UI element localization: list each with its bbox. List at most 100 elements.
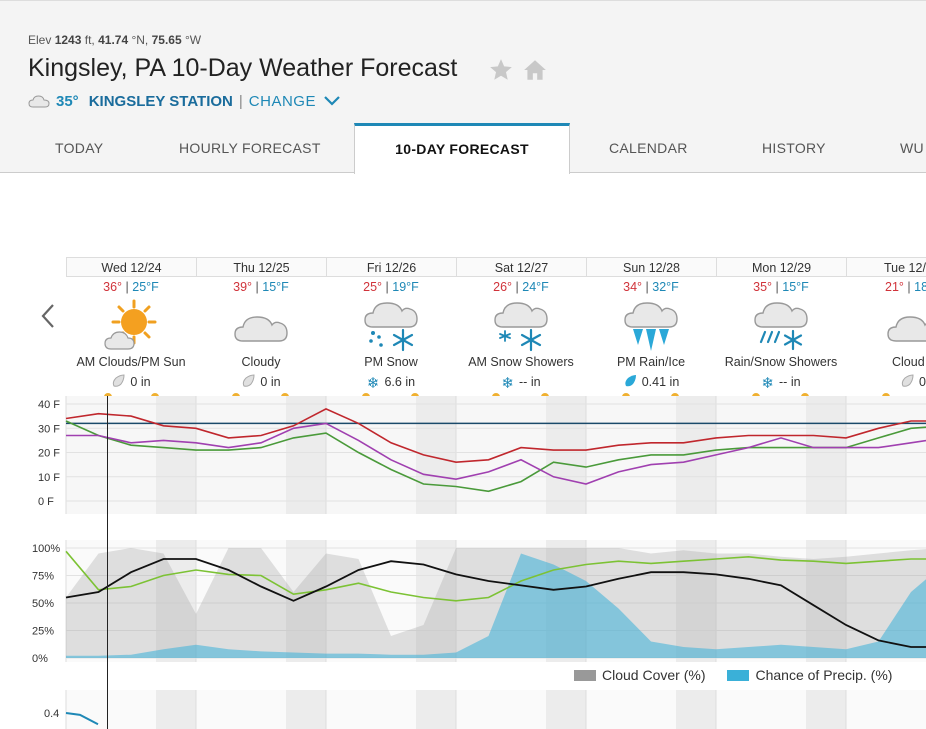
low-temp: 18 bbox=[914, 280, 926, 294]
tab-hourly-forecast[interactable]: HOURLY FORECAST bbox=[179, 140, 321, 156]
temperature-chart[interactable]: 40 F 30 F 20 F 10 F 0 F bbox=[0, 396, 926, 516]
y-tick-label: 75% bbox=[32, 571, 54, 583]
star-icon[interactable] bbox=[488, 57, 514, 83]
sunset-marker bbox=[411, 393, 419, 397]
station-bar: 35° KINGSLEY STATION | CHANGE bbox=[28, 91, 342, 111]
low-temp: 24°F bbox=[522, 280, 549, 294]
sunset-marker bbox=[671, 393, 679, 397]
day-column[interactable]: Tue 12/ 21° | 18 Cloud 0 bbox=[846, 257, 926, 397]
night-band bbox=[676, 690, 716, 729]
day-precip: ❄ -- in bbox=[456, 374, 586, 392]
low-temp: 25°F bbox=[132, 280, 159, 294]
change-station-link[interactable]: CHANGE bbox=[248, 92, 316, 110]
snowflake-icon: ❄ bbox=[501, 374, 515, 392]
precip-chance-swatch bbox=[727, 669, 750, 681]
location-header: Elev 1243 ft, 41.74 °N, 75.65 °W Kingsle… bbox=[0, 0, 926, 174]
tab-calendar[interactable]: CALENDAR bbox=[609, 140, 688, 156]
chevron-down-icon[interactable] bbox=[322, 94, 342, 108]
rain-snow-icon bbox=[754, 302, 808, 351]
chevron-left-icon[interactable] bbox=[38, 302, 58, 330]
high-temp: 25° bbox=[363, 280, 383, 294]
day-condition: Rain/Snow Showers bbox=[724, 355, 838, 369]
tab-today[interactable]: TODAY bbox=[55, 140, 104, 156]
day-temps: 26° | 24°F bbox=[493, 280, 549, 294]
sunrise-marker bbox=[492, 393, 500, 397]
day-date: Mon 12/29 bbox=[716, 257, 846, 277]
current-temp: 35° bbox=[56, 92, 79, 110]
dew-point-line bbox=[65, 420, 926, 493]
day-precip: 0.41 in bbox=[586, 374, 716, 389]
tab-10-day-forecast[interactable]: 10-DAY FORECAST bbox=[354, 123, 570, 174]
drop-icon bbox=[243, 374, 255, 387]
precip-amount: 6.6 in bbox=[384, 375, 416, 389]
tab-wu[interactable]: WU bbox=[900, 140, 924, 156]
night-band bbox=[286, 396, 326, 514]
precip-amount: 0.41 in bbox=[641, 375, 680, 389]
high-temp: 39° bbox=[233, 280, 253, 294]
elev-label: Elev bbox=[28, 33, 52, 47]
sunrise-marker bbox=[232, 393, 240, 397]
precip-chance-legend-label: Chance of Precip. (%) bbox=[755, 667, 893, 683]
time-cursor-line[interactable] bbox=[107, 396, 108, 729]
day-condition: AM Snow Showers bbox=[468, 355, 574, 369]
separator: | bbox=[238, 92, 243, 110]
y-tick-label: 0% bbox=[32, 653, 48, 665]
sunrise-marker bbox=[882, 393, 890, 397]
pressure-line bbox=[65, 558, 926, 648]
day-date: Fri 12/26 bbox=[326, 257, 456, 277]
station-name[interactable]: KINGSLEY STATION bbox=[88, 92, 233, 110]
day-temps: 39° | 15°F bbox=[233, 280, 289, 294]
day-temps: 36° | 25°F bbox=[103, 280, 159, 294]
night-band bbox=[156, 396, 196, 514]
snow-icon bbox=[494, 302, 548, 352]
day-precip: ❄ 6.6 in bbox=[326, 374, 456, 392]
day-columns: Wed 12/24 36° | 25°F AM Clouds/PM Sun 0 … bbox=[66, 257, 926, 397]
day-precip: 0 in bbox=[66, 374, 196, 389]
y-tick-label: 0.4 bbox=[44, 708, 59, 720]
precip-amount: 0 bbox=[919, 375, 926, 389]
high-temp: 35° bbox=[753, 280, 773, 294]
cloud-icon bbox=[887, 316, 926, 342]
day-precip: 0 in bbox=[196, 374, 326, 389]
day-column[interactable]: Sat 12/27 26° | 24°F AM Snow Showers ❄ --… bbox=[456, 257, 586, 397]
ice-icon bbox=[624, 302, 678, 351]
day-column[interactable]: Mon 12/29 35° | 15°F Rain/Snow Showers ❄… bbox=[716, 257, 846, 397]
day-column[interactable]: Sun 12/28 34° | 32°F PM Rain/Ice 0.41 in bbox=[586, 257, 716, 397]
chart-background bbox=[66, 690, 926, 729]
high-temp: 34° bbox=[623, 280, 643, 294]
drop-icon bbox=[901, 374, 914, 387]
day-date: Wed 12/24 bbox=[66, 257, 196, 277]
day-column[interactable]: Fri 12/26 25° | 19°F PM Snow ❄ 6.6 in bbox=[326, 257, 456, 397]
day-temps: 25° | 19°F bbox=[363, 280, 419, 294]
cloud-cover-area bbox=[66, 548, 926, 658]
tab-history[interactable]: HISTORY bbox=[762, 140, 826, 156]
y-tick-label: 30 F bbox=[38, 423, 60, 435]
y-tick-label: 20 F bbox=[38, 448, 60, 460]
day-condition: Cloud bbox=[892, 355, 925, 369]
drop-icon bbox=[113, 374, 125, 387]
high-temp: 26° bbox=[493, 280, 513, 294]
page-title: Kingsley, PA 10-Day Weather Forecast bbox=[28, 54, 458, 82]
precip-amount: -- in bbox=[519, 375, 541, 389]
night-band bbox=[806, 396, 846, 514]
y-tick-label: 0 F bbox=[38, 496, 54, 508]
night-band bbox=[806, 690, 846, 729]
lat-value: 41.74 bbox=[98, 33, 129, 47]
cloud-precip-chart[interactable]: 100% 75% 50% 25% 0% bbox=[0, 540, 926, 665]
sunrise-marker bbox=[104, 393, 112, 397]
precip-amount: -- in bbox=[779, 375, 801, 389]
day-temps: 21° | 18 bbox=[846, 280, 926, 294]
night-band bbox=[156, 540, 196, 662]
home-icon[interactable] bbox=[522, 57, 548, 83]
day-column[interactable]: Thu 12/25 39° | 15°F Cloudy 0 in bbox=[196, 257, 326, 397]
sunset-marker bbox=[151, 393, 159, 397]
precip-amount-chart[interactable]: 0.4 bbox=[0, 690, 926, 729]
cloud-cover-swatch bbox=[574, 669, 596, 681]
day-condition: PM Rain/Ice bbox=[616, 355, 686, 369]
day-precip: ❄ -- in bbox=[716, 374, 846, 392]
lon-value: 75.65 bbox=[151, 33, 182, 47]
chart-background bbox=[66, 396, 926, 514]
day-condition: PM Snow bbox=[364, 355, 418, 369]
day-column[interactable]: Wed 12/24 36° | 25°F AM Clouds/PM Sun 0 … bbox=[66, 257, 196, 397]
